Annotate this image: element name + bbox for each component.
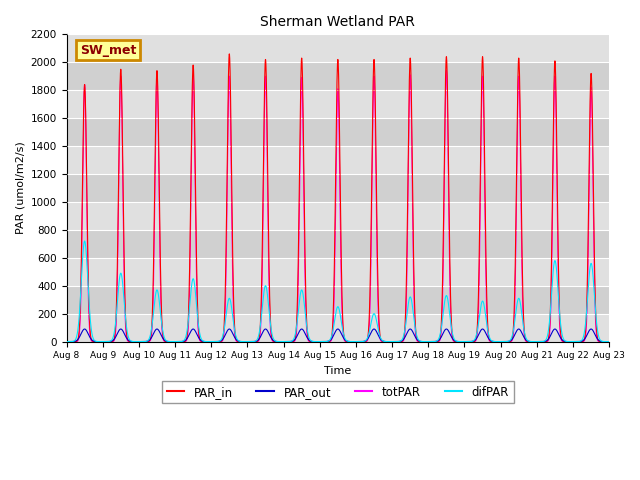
totPAR <box>317 339 325 345</box>
Bar <box>67 146 609 174</box>
difPAR <box>317 339 325 345</box>
difPAR <box>160 334 168 340</box>
Bar <box>67 313 609 342</box>
Title: Sherman Wetland PAR: Sherman Wetland PAR <box>260 15 415 29</box>
PAR_in <box>317 339 325 345</box>
PAR_in <box>490 339 498 345</box>
Bar <box>67 202 609 230</box>
totPAR <box>429 339 437 345</box>
Bar <box>67 174 609 202</box>
difPAR <box>352 339 360 345</box>
PAR_out <box>63 339 70 345</box>
totPAR <box>442 68 450 73</box>
PAR_in <box>160 337 168 343</box>
Bar <box>67 35 609 62</box>
totPAR <box>63 339 70 345</box>
totPAR <box>605 339 612 345</box>
totPAR <box>460 339 467 345</box>
Line: PAR_in: PAR_in <box>67 54 609 342</box>
PAR_out <box>429 339 437 345</box>
Bar <box>67 230 609 258</box>
PAR_out <box>605 339 612 345</box>
difPAR <box>460 339 467 345</box>
Line: difPAR: difPAR <box>67 241 609 342</box>
difPAR <box>63 339 70 345</box>
totPAR <box>316 339 324 345</box>
PAR_out <box>605 339 613 345</box>
totPAR <box>490 339 498 345</box>
Bar <box>67 118 609 146</box>
Line: PAR_out: PAR_out <box>67 329 609 342</box>
PAR_in <box>429 339 437 345</box>
Text: SW_met: SW_met <box>80 44 136 57</box>
difPAR <box>490 339 498 345</box>
difPAR <box>81 238 88 244</box>
X-axis label: Time: Time <box>324 366 351 376</box>
PAR_in <box>605 339 612 345</box>
PAR_in <box>460 339 467 345</box>
totPAR <box>160 338 168 344</box>
PAR_in <box>605 339 613 345</box>
difPAR <box>429 339 437 345</box>
totPAR <box>605 339 613 345</box>
Line: totPAR: totPAR <box>67 71 609 342</box>
Bar <box>67 62 609 90</box>
Y-axis label: PAR (umol/m2/s): PAR (umol/m2/s) <box>15 142 25 234</box>
difPAR <box>605 339 612 345</box>
Bar <box>67 258 609 286</box>
PAR_in <box>225 51 233 57</box>
PAR_out <box>460 339 467 345</box>
difPAR <box>605 339 613 345</box>
Legend: PAR_in, PAR_out, totPAR, difPAR: PAR_in, PAR_out, totPAR, difPAR <box>162 381 514 403</box>
PAR_out <box>160 337 168 343</box>
PAR_out <box>317 339 325 345</box>
PAR_out <box>490 338 498 344</box>
PAR_in <box>63 339 70 345</box>
Bar <box>67 286 609 313</box>
PAR_out <box>81 326 88 332</box>
Bar <box>67 90 609 118</box>
